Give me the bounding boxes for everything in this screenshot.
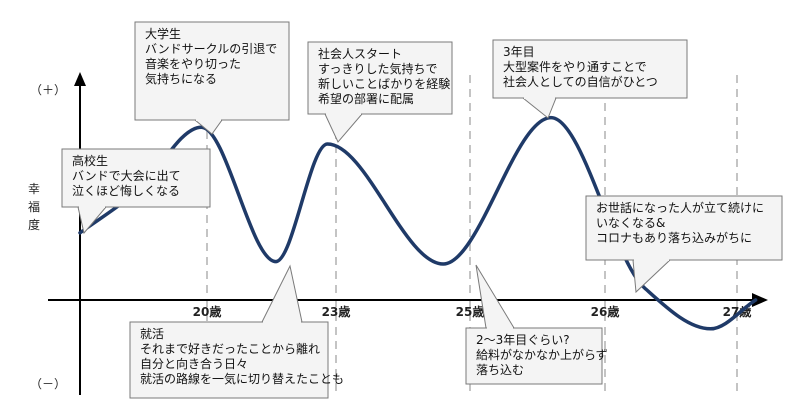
x-tick-label: 25歳 <box>456 304 485 319</box>
callout-line: すっきりした気持ちで <box>318 61 438 76</box>
callout-pointer <box>261 264 303 323</box>
callout-box <box>585 195 783 261</box>
callout-line: 2〜3年目ぐらい? <box>476 333 570 347</box>
callout-box <box>134 21 290 121</box>
callout-line: バンドサークルの引退で <box>145 42 277 56</box>
series-layer <box>78 115 758 331</box>
x-tick-label: 26歳 <box>591 304 620 319</box>
callout-box <box>492 39 688 99</box>
callout: 就活それまで好きだったことから離れ自分と向き合う日々就活の路線を一気に切り替えた… <box>129 264 344 399</box>
y-bottom-label: （－） <box>30 377 66 391</box>
x-tick-label: 20歳 <box>193 304 222 319</box>
callout-line: 就活 <box>140 327 164 341</box>
y-axis-label-char: 幸 <box>28 182 40 196</box>
x-tick-label: 23歳 <box>322 304 351 319</box>
happiness-line <box>78 115 758 331</box>
callout-box <box>61 148 211 208</box>
callout-line: 新しいことばかりを経験 <box>318 76 450 91</box>
callout-pointer <box>324 113 364 143</box>
callout-line: 気持ちになる <box>145 71 217 86</box>
callout-line: 音楽をやり切った <box>145 56 241 71</box>
annotation-callouts: 大学生バンドサークルの引退で音楽をやり切った気持ちになる社会人スタートすっきりし… <box>61 21 783 399</box>
y-top-label: （＋） <box>30 83 66 97</box>
callout-pointer <box>632 259 672 294</box>
callout-line: 大型案件をやり通すことで <box>503 59 647 74</box>
callout-box <box>307 41 453 115</box>
callout-line: 大学生 <box>145 26 181 41</box>
y-axis-arrowhead <box>74 72 86 86</box>
callout-line: 自分と向き合う日々 <box>140 356 248 371</box>
callout-box <box>129 321 329 399</box>
callout-line: 就活の路線を一気に切り替えたことも <box>140 371 344 386</box>
y-axis-label: 幸福度 <box>28 182 40 232</box>
axes-layer: （＋） （－） <box>30 72 768 395</box>
callout-box <box>465 327 603 385</box>
callout-line: 3年目 <box>503 45 535 59</box>
x-axis-arrowhead <box>752 293 768 307</box>
callout-line: コロナもあり落ち込みがちに <box>596 230 752 245</box>
callout-line: 給料がなかなか上がらず <box>476 347 608 362</box>
y-axis-label-char: 福 <box>28 199 40 214</box>
callout-line: 社会人スタート <box>318 46 402 61</box>
callout-line: それまで好きだったことから離れ <box>140 342 320 356</box>
callout-line: お世話になった人が立て続けに <box>596 200 764 215</box>
callout-line: 落ち込む <box>476 363 524 377</box>
callout-line: 高校生 <box>72 153 108 168</box>
callout-line: 希望の部署に配属 <box>318 91 414 106</box>
callout-line: バンドで大会に出て <box>72 169 181 183</box>
callout-line: 社会人としての自信がひとつ <box>503 74 658 89</box>
callout-line: いなくなる& <box>596 216 665 230</box>
y-axis-label-char: 度 <box>28 217 40 232</box>
callout-line: 泣くほど悔しくなる <box>72 183 180 198</box>
callout-pointer <box>521 97 557 119</box>
